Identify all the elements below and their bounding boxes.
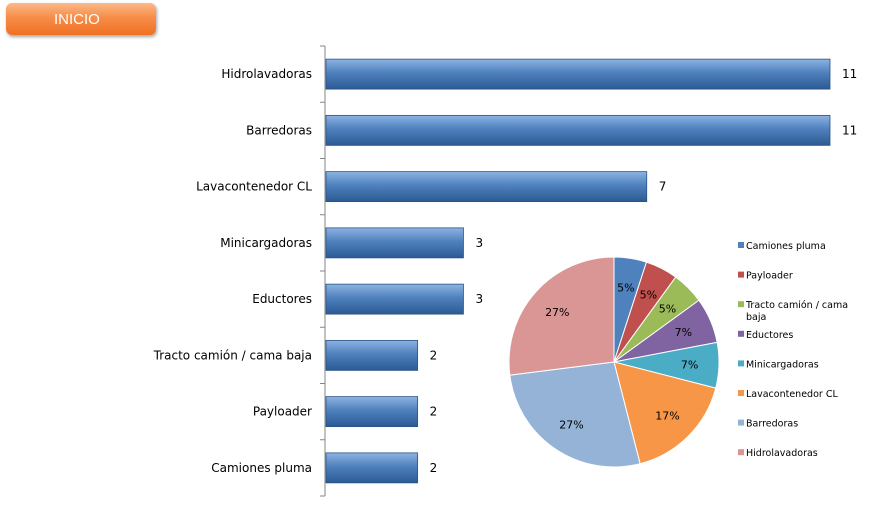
bar-category-label: Tracto camión / cama baja: [153, 348, 312, 362]
bar-value-label: 3: [475, 236, 483, 250]
pie-percent-label: 17%: [655, 409, 679, 422]
bar-category-label: Barredoras: [246, 123, 312, 137]
bar: [325, 452, 419, 484]
bar-value-label: 2: [430, 461, 438, 475]
bar: [325, 171, 648, 203]
bar-category-label: Hidrolavadoras: [221, 67, 312, 81]
legend-label: Hidrolavadoras: [746, 448, 818, 459]
legend-swatch: [738, 301, 744, 308]
bar-value-label: 11: [842, 67, 857, 81]
legend-label: Camiones pluma: [746, 241, 826, 252]
bar-value-label: 2: [430, 405, 438, 419]
bar: [325, 283, 464, 315]
legend-swatch: [738, 271, 744, 278]
bar-value-label: 2: [430, 348, 438, 362]
legend-swatch: [738, 449, 744, 456]
legend-swatch: [738, 390, 744, 396]
bar: [325, 227, 464, 259]
pie-slice: [509, 361, 641, 468]
bar-value-label: 11: [842, 123, 857, 137]
bar-category-label: Payloader: [253, 405, 312, 419]
pie-percent-label: 5%: [617, 281, 634, 294]
legend-swatch: [738, 419, 744, 426]
legend-swatch: [738, 242, 744, 248]
pie-chart: 5%5%5%7%7%17%27%27%: [508, 256, 720, 468]
bar-chart: Hidrolavadoras 11 Barredoras 11 Lavacontened…: [153, 45, 857, 497]
bar-category-label: Camiones pluma: [211, 461, 312, 475]
pie-slice: [508, 256, 615, 376]
pie-legend: Camiones pluma Payloader Tracto camión / c…: [738, 241, 848, 459]
pie-percent-label: 27%: [559, 419, 583, 432]
pie-percent-label: 7%: [675, 326, 692, 339]
legend-label: Minicargadoras: [746, 359, 819, 370]
bar-value-label: 7: [659, 180, 667, 194]
pie-percent-label: 5%: [640, 289, 657, 302]
bar: [325, 58, 831, 90]
pie-percent-label: 5%: [659, 303, 676, 316]
legend-label: Tracto camión / cama baja: [745, 300, 848, 323]
legend-label: Payloader: [746, 271, 793, 282]
bar: [325, 114, 831, 146]
bar: [325, 396, 419, 428]
legend-label: Barredoras: [746, 419, 798, 430]
bar-category-label: Minicargadoras: [220, 236, 312, 250]
pie-percent-label: 7%: [681, 358, 698, 371]
inicio-button[interactable]: INICIO: [6, 3, 156, 35]
pie-percent-label: 27%: [545, 306, 569, 319]
legend-swatch: [738, 330, 744, 337]
bar-category-label: Lavacontenedor CL: [196, 180, 312, 194]
bar-category-label: Eductores: [252, 292, 312, 306]
pie-slice: [613, 361, 717, 465]
legend-label: Eductores: [746, 330, 793, 341]
bar-value-label: 3: [475, 292, 483, 306]
legend-label: Lavacontenedor CL: [746, 389, 838, 400]
legend-swatch: [738, 360, 744, 367]
bar: [325, 339, 419, 371]
